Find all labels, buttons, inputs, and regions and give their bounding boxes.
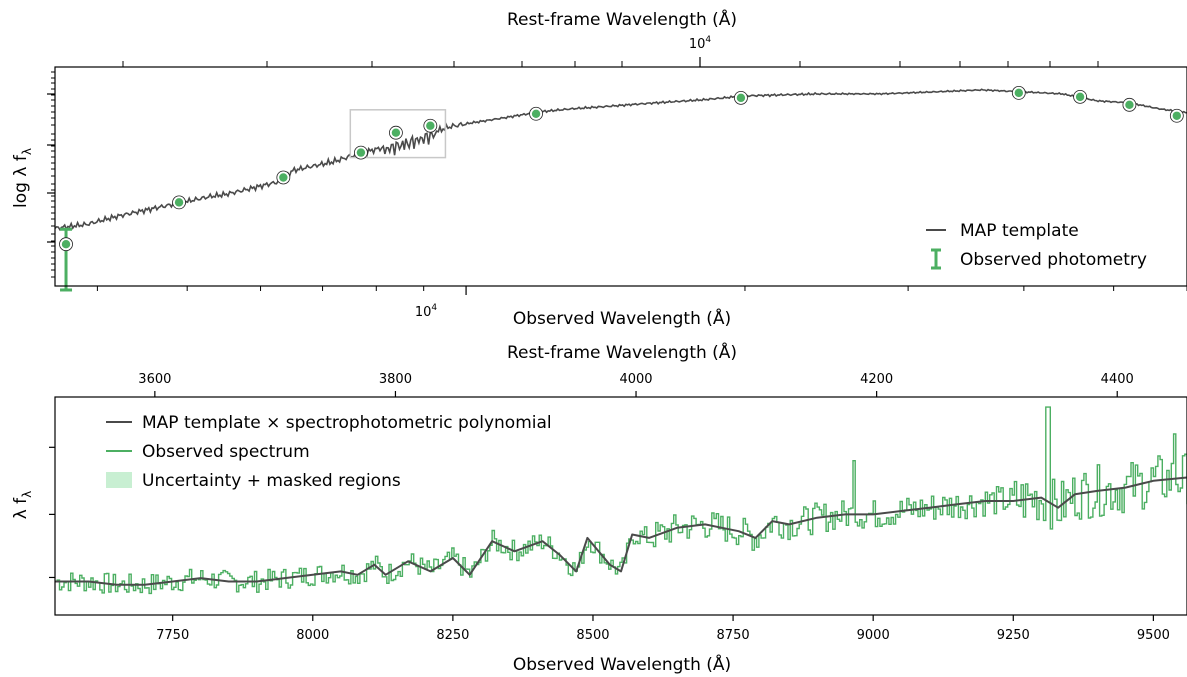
series-template-times-polynomial (55, 476, 1187, 586)
photometry-point-3 (354, 145, 368, 160)
photometry-point-6 (529, 106, 543, 121)
bottom-panel-frame (54, 396, 1187, 616)
bottom-panel-xtick-label: 8250 (436, 628, 469, 643)
top-panel-tick-10e4: 104 (415, 303, 438, 320)
photometry-point-4 (389, 125, 403, 140)
bottom-panel-top-xlabel: Rest-frame Wavelength (Å) (507, 341, 737, 363)
legend-label-observed-photometry: Observed photometry (960, 250, 1147, 270)
bottom-panel-top-xtick-label: 3600 (138, 372, 171, 387)
bottom-panel-xtick-label: 9250 (997, 628, 1030, 643)
bottom-panel-plot-area (55, 406, 1187, 595)
bottom-panel-xlabel: Observed Wavelength (Å) (513, 653, 731, 675)
bottom-panel-xtick-label: 9000 (857, 628, 890, 643)
top-panel-top-tick-10e4: 104 (689, 35, 712, 52)
bottom-panel-top-xtick-label: 4000 (619, 372, 652, 387)
bottom-panel: Rest-frame Wavelength (Å) 3600 3800 4000 42… (11, 341, 1187, 675)
top-panel-plot-area (54, 85, 1187, 292)
photometry-point-11 (1169, 108, 1184, 123)
top-panel-legend: MAP template Observed photometry (926, 221, 1147, 270)
legend-swatch-uncertainty (106, 472, 132, 488)
bottom-panel-top-xtick-label: 4200 (860, 372, 893, 387)
top-panel-ticks (47, 57, 1187, 295)
top-panel-ylabel: log λ fλ (11, 148, 34, 208)
bottom-panel-xtick-label: 8000 (296, 628, 329, 643)
photometry-point-9 (1073, 89, 1087, 104)
photometry-point-5 (423, 118, 438, 133)
legend-label-map-template: MAP template (960, 221, 1079, 241)
bottom-panel-xtick-label: 9500 (1137, 628, 1170, 643)
photometry-point-7 (734, 90, 748, 105)
inset-region-box (349, 109, 447, 159)
bottom-panel-top-xtick-label: 4400 (1101, 372, 1134, 387)
top-panel-top-xlabel: Rest-frame Wavelength (Å) (507, 8, 737, 30)
bottom-panel-top-ticks: 3600 3800 4000 4200 4400 (138, 372, 1134, 397)
series-map-template (54, 88, 1187, 232)
photometry-point-2 (276, 170, 291, 185)
top-panel-xlabel: Observed Wavelength (Å) (513, 307, 731, 329)
photometry-point-8 (1011, 85, 1026, 100)
legend-swatch-observed-photometry (931, 248, 941, 270)
legend-label-uncertainty: Uncertainty + masked regions (142, 471, 401, 491)
photometry-point-1 (172, 195, 186, 210)
bottom-panel-ticks: 7750 8000 8250 8500 8750 9000 9250 9500 (49, 446, 1170, 643)
bottom-panel-xtick-label: 8500 (576, 628, 609, 643)
bottom-panel-xtick-label: 8750 (717, 628, 750, 643)
legend-label-observed-spectrum: Observed spectrum (142, 442, 310, 462)
photometry-point-0 (59, 227, 73, 292)
bottom-panel-top-xtick-label: 3800 (379, 372, 412, 387)
bottom-panel-xtick-label: 7750 (156, 628, 189, 643)
bottom-panel-ylabel: λ fλ (11, 491, 34, 520)
top-panel: Rest-frame Wavelength (Å) 104 log λ fλ 1… (11, 8, 1187, 329)
legend-label-template-times-polynomial: MAP template × spectrophotometric polyno… (142, 413, 552, 433)
bottom-panel-legend: MAP template × spectrophotometric polyno… (106, 413, 552, 491)
top-panel-frame (54, 66, 1187, 287)
photometry-point-10 (1122, 97, 1137, 112)
